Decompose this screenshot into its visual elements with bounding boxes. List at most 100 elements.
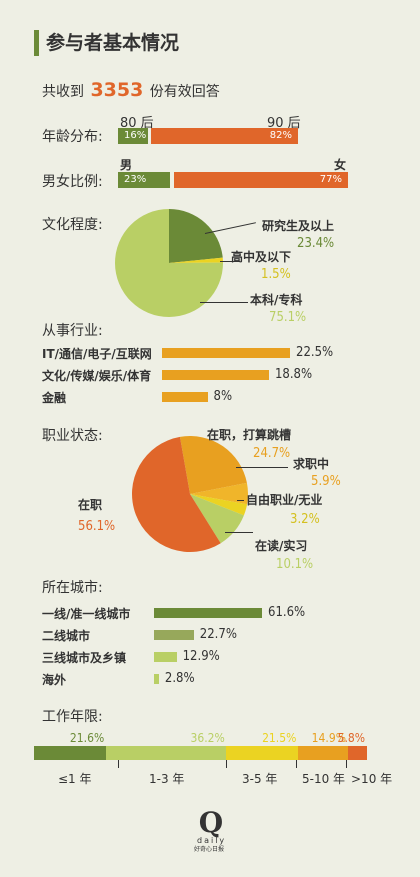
education-slice-0 bbox=[169, 209, 223, 263]
years-segment-1 bbox=[105, 746, 227, 760]
years-tick-0: ≤1 年 bbox=[58, 772, 92, 786]
city-bar-3 bbox=[154, 674, 159, 684]
status-label: 职业状态: bbox=[42, 428, 103, 444]
status-leader-1 bbox=[236, 467, 288, 468]
status-cat-2: 自由职业/无业 bbox=[246, 493, 323, 507]
years-tick-3: 5-10 年 bbox=[302, 772, 346, 786]
status-val-1: 5.9% bbox=[311, 474, 341, 489]
logo-word: daily bbox=[197, 836, 227, 845]
age-label: 年龄分布: bbox=[42, 129, 103, 145]
years-value-2: 21.5% bbox=[262, 731, 297, 745]
edu-cat-bachelor: 本科/专科 bbox=[250, 293, 303, 307]
city-value-0: 61.6% bbox=[268, 605, 306, 620]
city-value-2: 12.9% bbox=[182, 649, 220, 664]
status-cat-1: 求职中 bbox=[293, 457, 330, 471]
status-cat-0: 在职，打算跳槽 bbox=[207, 428, 292, 442]
summary-prefix: 共收到 bbox=[42, 84, 84, 100]
status-cat-4: 在职 bbox=[78, 498, 103, 512]
age-value-80: 16% bbox=[124, 130, 147, 141]
page-title: 参与者基本情况 bbox=[46, 32, 180, 54]
age-bar-90: 82% bbox=[151, 128, 298, 144]
education-slice-2 bbox=[115, 209, 223, 317]
summary-suffix: 份有效回答 bbox=[149, 84, 220, 100]
gender-value-male: 23% bbox=[124, 174, 147, 185]
gender-label: 男女比例: bbox=[42, 174, 103, 190]
gender-right-label: 女 bbox=[334, 158, 347, 172]
status-val-0: 24.7% bbox=[253, 446, 291, 461]
years-tick-1: 1-3 年 bbox=[149, 772, 185, 786]
years-tick-mark bbox=[296, 760, 297, 768]
gender-bar-male: 23% bbox=[118, 172, 170, 188]
years-value-4: 5.8% bbox=[337, 731, 365, 745]
edu-val-grad: 23.4% bbox=[297, 236, 335, 251]
years-label: 工作年限: bbox=[42, 709, 103, 725]
city-value-3: 2.8% bbox=[164, 671, 195, 686]
gender-bar-female: 77% bbox=[174, 172, 348, 188]
city-value-1: 22.7% bbox=[199, 627, 237, 642]
years-value-0: 21.6% bbox=[69, 731, 105, 745]
edu-leader-bachelor bbox=[200, 302, 248, 303]
edu-cat-highschool: 高中及以下 bbox=[231, 250, 292, 264]
city-label: 所在城市: bbox=[42, 580, 103, 596]
status-slice-2 bbox=[190, 494, 248, 516]
years-segment-0 bbox=[34, 746, 106, 760]
city-label-1: 二线城市 bbox=[42, 629, 91, 643]
years-tick-mark bbox=[226, 760, 227, 768]
status-slice-3 bbox=[190, 494, 244, 544]
years-segment-2 bbox=[226, 746, 299, 760]
summary-count: 3353 bbox=[90, 79, 144, 101]
years-tick-mark bbox=[346, 760, 347, 768]
years-segment-4 bbox=[347, 746, 367, 760]
city-label-3: 海外 bbox=[42, 673, 67, 687]
years-segment-3 bbox=[298, 746, 348, 760]
years-value-3: 14.9% bbox=[311, 731, 346, 745]
status-leader-2 bbox=[237, 500, 244, 501]
city-bar-1 bbox=[154, 630, 194, 640]
edu-val-highschool: 1.5% bbox=[261, 267, 291, 282]
industry-value-2: 8% bbox=[213, 389, 233, 404]
years-value-1: 36.2% bbox=[190, 731, 225, 745]
title-accent-bar bbox=[34, 30, 39, 56]
age-left-label: 80 后 bbox=[120, 116, 154, 131]
status-leader-3 bbox=[225, 532, 253, 533]
industry-bar-2 bbox=[162, 392, 208, 402]
industry-label-2: 金融 bbox=[42, 391, 67, 405]
logo: Q daily 好奇心日报 bbox=[194, 806, 227, 854]
years-tick-2: 3-5 年 bbox=[242, 772, 278, 786]
status-val-2: 3.2% bbox=[290, 512, 320, 527]
city-label-0: 一线/准一线城市 bbox=[42, 607, 131, 621]
age-right-label: 90 后 bbox=[267, 116, 301, 131]
industry-label: 从事行业: bbox=[42, 323, 103, 339]
status-slice-0 bbox=[179, 436, 247, 494]
edu-leader-hs bbox=[220, 261, 240, 262]
status-val-4: 56.1% bbox=[78, 519, 116, 534]
edu-cat-grad: 研究生及以上 bbox=[262, 219, 335, 233]
education-slice-1 bbox=[169, 257, 223, 263]
status-pie bbox=[132, 436, 248, 552]
industry-label-0: IT/通信/电子/互联网 bbox=[42, 347, 152, 361]
years-tick-mark bbox=[118, 760, 119, 768]
city-bar-2 bbox=[154, 652, 177, 662]
industry-label-1: 文化/传媒/娱乐/体育 bbox=[42, 369, 152, 383]
education-label: 文化程度: bbox=[42, 217, 103, 233]
industry-bar-0 bbox=[162, 348, 290, 358]
status-val-3: 10.1% bbox=[276, 557, 314, 572]
summary-line: 共收到 3353 份有效回答 bbox=[42, 78, 220, 104]
industry-value-0: 22.5% bbox=[296, 345, 334, 360]
city-bar-0 bbox=[154, 608, 262, 618]
status-slice-4 bbox=[132, 436, 221, 552]
years-tick-4: >10 年 bbox=[351, 772, 393, 786]
logo-letter: Q bbox=[198, 806, 224, 839]
age-value-90: 82% bbox=[269, 130, 292, 141]
gender-value-female: 77% bbox=[319, 174, 342, 185]
edu-val-bachelor: 75.1% bbox=[269, 310, 307, 325]
status-slice-1 bbox=[190, 482, 248, 505]
city-label-2: 三线城市及乡镇 bbox=[42, 651, 127, 665]
logo-sub: 好奇心日报 bbox=[193, 846, 224, 853]
industry-value-1: 18.8% bbox=[274, 367, 313, 382]
status-cat-3: 在读/实习 bbox=[255, 539, 308, 553]
education-pie bbox=[115, 209, 223, 317]
gender-left-label: 男 bbox=[120, 158, 133, 172]
industry-bar-1 bbox=[162, 370, 269, 380]
age-bar-80: 16% bbox=[118, 128, 148, 144]
